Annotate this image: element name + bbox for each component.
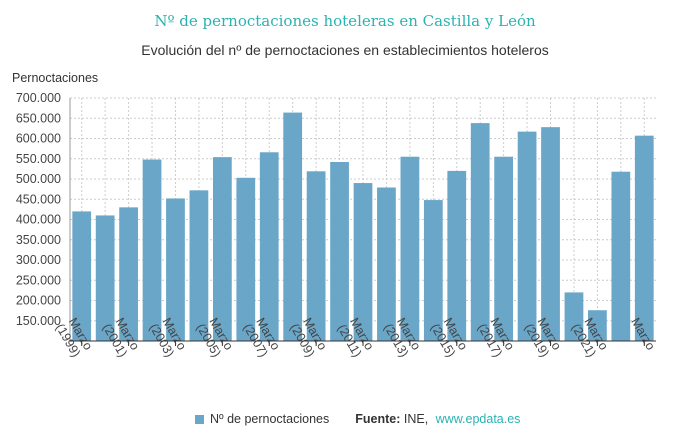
y-tick-label: 250.000 (16, 273, 61, 287)
bar[interactable] (189, 190, 209, 341)
bar[interactable] (166, 198, 185, 341)
bar[interactable] (634, 135, 654, 341)
bar[interactable] (142, 159, 162, 341)
y-tick-label: 450.000 (16, 192, 61, 206)
bar[interactable] (517, 131, 537, 341)
bar[interactable] (306, 171, 326, 341)
bar[interactable] (541, 127, 560, 341)
bar[interactable] (447, 170, 467, 341)
bar[interactable] (353, 183, 373, 341)
legend-swatch (195, 414, 204, 424)
bar[interactable] (283, 112, 303, 341)
bar[interactable] (611, 171, 631, 341)
bar[interactable] (236, 177, 256, 341)
y-tick-label: 300.000 (16, 253, 61, 267)
axes (69, 98, 656, 346)
bar[interactable] (330, 161, 349, 341)
y-tick-label: 350.000 (16, 233, 61, 247)
bar[interactable] (470, 123, 490, 341)
legend-series-name: Nº de pernoctaciones (210, 412, 330, 426)
bar[interactable] (72, 211, 92, 341)
bars (72, 112, 654, 341)
bar[interactable] (95, 215, 115, 341)
bar[interactable] (259, 152, 279, 341)
bar[interactable] (564, 292, 584, 341)
y-tick-label: 650.000 (16, 111, 61, 125)
y-tick-label: 400.000 (16, 213, 61, 227)
source-link[interactable]: www.epdata.es (435, 412, 521, 426)
bar[interactable] (588, 310, 607, 341)
y-tick-labels: 700.000 650.000 600.000 550.000 500.000 450.0… (16, 91, 61, 328)
y-tick-label: 200.000 (16, 294, 61, 308)
y-tick-label: 600.000 (16, 132, 61, 146)
source-label: Fuente: (355, 412, 401, 426)
bar[interactable] (494, 156, 514, 341)
y-tick-label: 550.000 (16, 152, 61, 166)
source-name: INE, (403, 412, 429, 426)
chart-title: Nº de pernoctaciones hoteleras en Castil… (154, 12, 536, 30)
bar[interactable] (212, 157, 232, 341)
bar[interactable] (119, 207, 138, 341)
y-tick-label: 500.000 (16, 172, 61, 186)
x-tick-label: Marzo(2007) (240, 314, 282, 359)
source-note: Fuente: INE, www.epdata.es (355, 412, 520, 426)
y-tick-label: 700.000 (16, 91, 61, 105)
chart-subtitle: Evolución del nº de pernoctaciones en es… (141, 42, 549, 58)
y-tick-label: 150.000 (16, 314, 61, 328)
legend: Nº de pernoctaciones Fuente: INE, www.ep… (195, 411, 520, 427)
bar[interactable] (423, 200, 443, 341)
bar[interactable] (400, 156, 420, 341)
y-axis-label: Pernoctaciones (12, 71, 99, 85)
bar[interactable] (377, 187, 396, 341)
